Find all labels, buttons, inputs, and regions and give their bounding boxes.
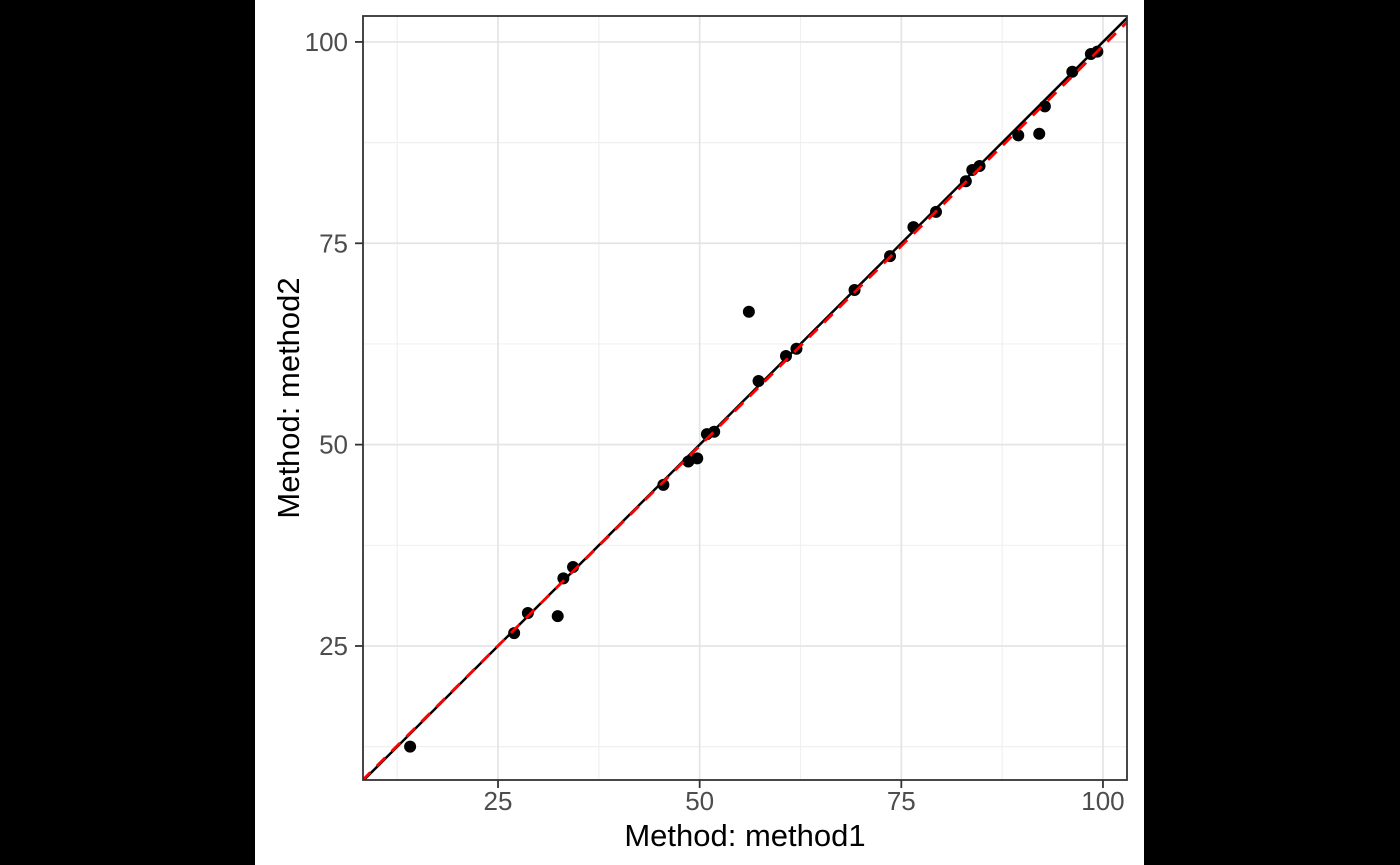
fitted-line	[363, 20, 1127, 780]
data-point	[521, 606, 534, 619]
plot-canvas: 25 50 75 100 25 50 75 100 Method: method1 Metho…	[255, 0, 1144, 865]
y-tick-label: 75	[319, 228, 348, 258]
y-tick-label: 50	[319, 430, 348, 460]
data-point	[1033, 127, 1046, 140]
data-point	[779, 350, 792, 363]
data-point	[1012, 129, 1025, 142]
identity-line	[363, 16, 1127, 780]
x-tick-label: 75	[887, 786, 916, 816]
data-point	[551, 610, 564, 623]
x-tick-label: 25	[484, 786, 513, 816]
x-axis-title: Method: method1	[624, 818, 865, 853]
y-tick-label: 25	[319, 631, 348, 661]
x-tick-label: 50	[685, 786, 714, 816]
data-point	[691, 452, 704, 465]
data-point	[508, 627, 521, 640]
data-point	[1038, 100, 1051, 113]
panel-border	[362, 15, 1128, 781]
data-point	[742, 305, 755, 318]
y-axis-title: Method: method2	[271, 277, 306, 518]
data-point	[657, 478, 670, 491]
x-tick-label: 100	[1081, 786, 1124, 816]
data-point	[557, 572, 570, 585]
scatter-chart: 25 50 75 100 25 50 75 100 Method: method1 Metho…	[271, 15, 1128, 853]
data-point	[404, 740, 417, 753]
y-tick-label: 100	[305, 27, 348, 57]
